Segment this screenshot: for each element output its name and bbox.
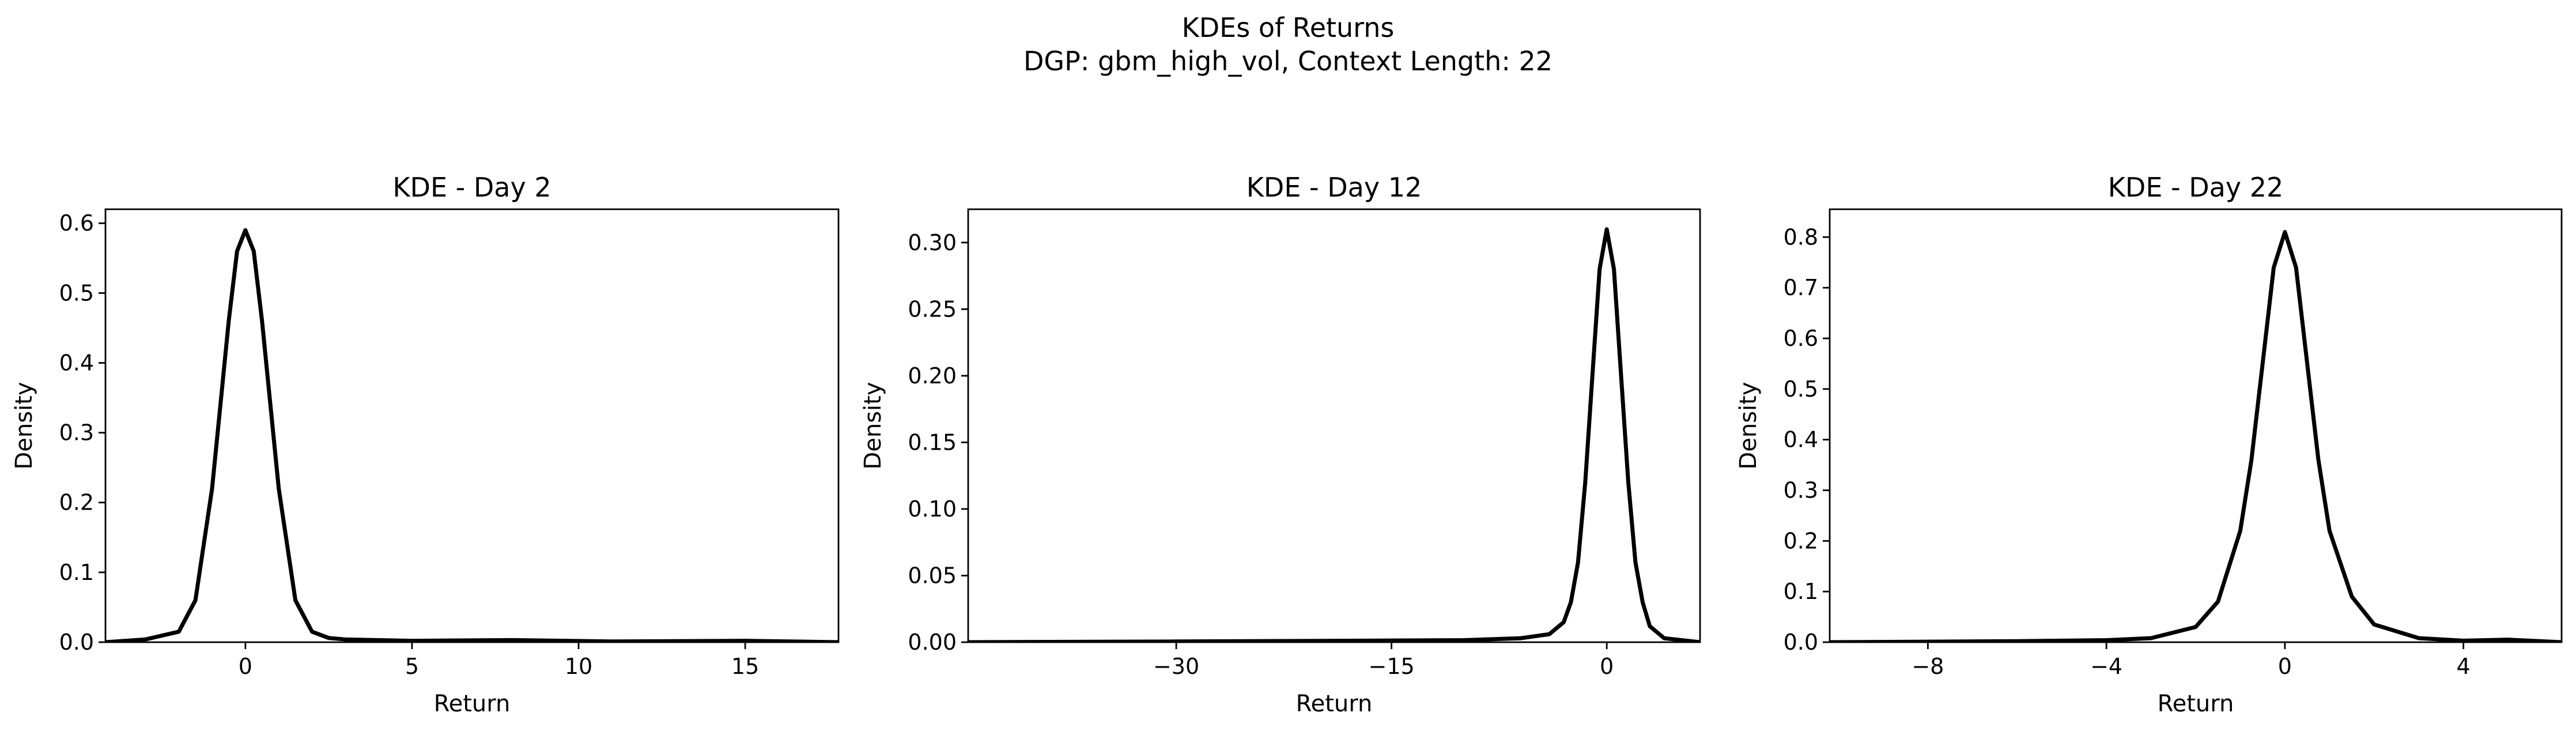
x-tick-label: 4 [2457, 654, 2471, 679]
x-tick-label: 0 [2278, 654, 2292, 679]
y-tick-label: 0.00 [908, 630, 957, 655]
x-tick-label: −4 [2090, 654, 2122, 679]
y-tick-label: 0.4 [1784, 427, 1818, 453]
y-tick-label: 0.2 [1784, 528, 1818, 553]
y-tick-label: 0.7 [1784, 275, 1818, 300]
y-tick-label: 0.1 [59, 560, 94, 585]
figure-title: KDEs of Returns [1182, 12, 1395, 43]
y-tick-label: 0.30 [908, 230, 957, 255]
y-tick-label: 0.1 [1784, 579, 1818, 604]
x-tick-label: 10 [565, 654, 592, 679]
kde-curve [968, 227, 1700, 642]
y-axis-label: Density [860, 382, 886, 469]
x-tick-label: −30 [1153, 654, 1199, 679]
y-tick-label: 0.0 [1784, 630, 1818, 655]
axes-frame [1829, 208, 2563, 643]
y-tick-label: 0.2 [59, 490, 94, 515]
y-tick-label: 0.3 [1784, 477, 1818, 503]
y-tick-label: 0.20 [908, 363, 957, 389]
panel-day-12: KDE - Day 12 −30 −15 0 0.00 0.05 0.10 0.15 0.20 0… [860, 172, 1701, 717]
y-tick-label: 0.05 [908, 563, 957, 588]
y-tick-label: 0.6 [59, 210, 94, 236]
x-tick-label: −15 [1369, 654, 1415, 679]
y-tick-label: 0.6 [1784, 326, 1818, 351]
x-axis-label: Return [1296, 691, 1373, 717]
y-tick-label: 0.25 [908, 296, 957, 322]
figure-subtitle: DGP: gbm_high_vol, Context Length: 22 [1023, 46, 1553, 77]
y-tick-label: 0.10 [908, 496, 957, 522]
y-tick-label: 0.5 [1784, 376, 1818, 402]
x-tick-label: 5 [405, 654, 419, 679]
panel-day-22: KDE - Day 22 −8 −4 0 4 0.0 0.1 0.2 0.3 0.4 0.5 0.6 0… [1735, 172, 2563, 717]
kde-curve [105, 228, 838, 642]
kde-curve [1830, 230, 2562, 642]
y-tick-label: 0.5 [59, 280, 94, 306]
y-axis-label: Density [11, 382, 37, 469]
y-tick-label: 0.8 [1784, 224, 1818, 250]
axes-frame [967, 208, 1701, 643]
x-tick-label: 0 [239, 654, 252, 679]
y-tick-label: 0.0 [59, 630, 94, 655]
panel-title: KDE - Day 12 [1247, 172, 1422, 203]
x-tick-label: 0 [1600, 654, 1614, 679]
panel-title: KDE - Day 22 [2108, 172, 2283, 203]
panel-day-2: KDE - Day 2 0 5 10 15 0.0 0.1 0.2 0.3 0.4 0.5 0.6 Re… [11, 172, 840, 717]
x-tick-label: 15 [731, 654, 759, 679]
x-axis-label: Return [434, 691, 511, 717]
axes-frame [104, 208, 840, 643]
y-axis-label: Density [1735, 382, 1762, 469]
x-axis-label: Return [2158, 691, 2234, 717]
x-tick-label: −8 [1912, 654, 1944, 679]
y-tick-label: 0.3 [59, 420, 94, 446]
y-tick-label: 0.15 [908, 429, 957, 455]
y-tick-label: 0.4 [59, 350, 94, 375]
panel-title: KDE - Day 2 [392, 172, 551, 203]
